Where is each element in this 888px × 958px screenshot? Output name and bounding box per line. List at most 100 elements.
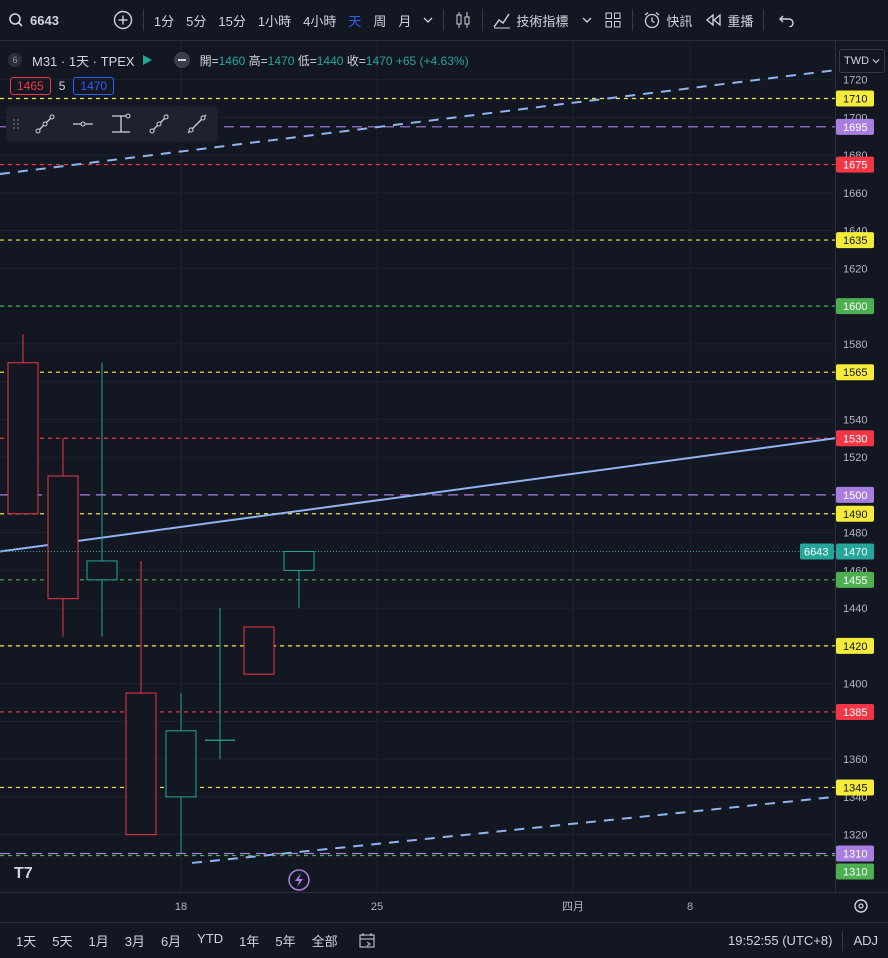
low-label: 低=	[297, 53, 317, 68]
level-badge	[836, 845, 874, 862]
price-tick-label: 1720	[843, 75, 867, 87]
compare-button[interactable]	[107, 0, 139, 40]
range-1[interactable]: 5天	[52, 934, 73, 949]
extended-line-tool[interactable]	[178, 106, 216, 142]
symbol-price-badge-label: 6643	[804, 547, 828, 559]
interval-1[interactable]: 5分	[186, 13, 207, 29]
range-4[interactable]: 6月	[160, 934, 182, 949]
level-badge-label: 1345	[843, 782, 867, 794]
level-badge	[836, 571, 874, 588]
adj-toggle[interactable]: ADJ	[853, 933, 878, 948]
price-tick-label: 1360	[843, 754, 867, 766]
date-range-button[interactable]	[358, 932, 376, 950]
candle	[283, 551, 315, 609]
time-axis-settings-icon[interactable]	[854, 899, 868, 913]
clock-time[interactable]: 19:52:55 (UTC+8)	[728, 933, 833, 948]
level-badge-label: 1600	[843, 301, 867, 313]
flag-icon	[142, 55, 152, 65]
layout-button[interactable]	[598, 0, 628, 40]
trend-line-icon	[35, 114, 55, 134]
candle	[205, 608, 235, 760]
collapse-legend-button[interactable]	[173, 52, 190, 68]
trend-line	[0, 69, 836, 175]
currency-button[interactable]: TWD	[839, 49, 885, 73]
candle-body	[47, 475, 79, 600]
candle-body	[283, 551, 315, 571]
ray-tool[interactable]	[140, 106, 178, 142]
bid-ask-row: 1465 5 1470	[10, 77, 115, 95]
interval-4[interactable]: 4小時	[303, 13, 337, 29]
level-badge-label: 1675	[843, 160, 867, 172]
alerts-button[interactable]: 快訊	[637, 0, 698, 40]
drag-handle[interactable]	[6, 118, 26, 130]
range-5[interactable]: YTD	[197, 931, 224, 946]
time-axis-label: 四月	[562, 901, 584, 913]
level-badge	[836, 430, 874, 447]
undo-button[interactable]	[768, 0, 802, 40]
price-tick-label: 1620	[843, 263, 867, 275]
divider	[842, 930, 844, 951]
range-2[interactable]: 1月	[88, 934, 109, 949]
interval-dropdown[interactable]	[417, 0, 439, 40]
replay-button[interactable]: 重播	[698, 0, 759, 40]
spread-value: 5	[58, 79, 66, 93]
horizontal-line-tool[interactable]	[64, 106, 102, 142]
chart-legend: 6 M31 · 1天 · TPEX 開=1460 高=1470 低=1440 收…	[8, 49, 469, 71]
candle	[165, 693, 197, 854]
level-badge-label: 1490	[843, 509, 867, 521]
price-chart[interactable]: 6643 1470 1720170016801660164016201580154…	[0, 41, 888, 921]
bid-button[interactable]: 1465	[10, 77, 51, 95]
tradingview-logo[interactable]: T7	[14, 865, 33, 882]
lightning-icon[interactable]	[288, 869, 310, 891]
range-6[interactable]: 1年	[239, 934, 260, 949]
indicators-button[interactable]: 技術指標	[487, 0, 598, 40]
replay-label: 重播	[727, 13, 754, 29]
range-7[interactable]: 5年	[275, 934, 296, 949]
level-badge-label: 1635	[843, 235, 867, 247]
candle-body	[243, 626, 275, 675]
last-price-badge-label: 1470	[843, 547, 867, 559]
chart-type-button[interactable]	[448, 0, 478, 40]
indicators-label: 技術指標	[516, 13, 569, 29]
last-price-badge	[836, 543, 874, 560]
interval-6[interactable]: 周	[373, 13, 387, 29]
range-0[interactable]: 1天	[16, 934, 37, 949]
search-icon	[9, 13, 23, 27]
currency-label: TWD	[843, 55, 870, 67]
time-axis-label: 8	[687, 901, 693, 913]
price-tick-label: 1580	[843, 339, 867, 351]
candle-body	[7, 362, 39, 515]
interval-3[interactable]: 1小時	[257, 13, 292, 29]
divider	[632, 9, 634, 31]
divider	[482, 9, 484, 31]
candle-body	[125, 692, 157, 836]
interval-0[interactable]: 1分	[153, 13, 175, 29]
price-axis-badges: 1710 1695 1675 1635 1600 1565 1530 1500 1490 1455…	[836, 90, 874, 880]
trend-line-tool[interactable]	[26, 106, 64, 142]
ray-icon	[149, 114, 169, 134]
price-range-tool[interactable]	[102, 106, 140, 142]
time-axis-label: 18	[175, 901, 187, 913]
grid-horizontal	[0, 79, 835, 836]
time-axis-labels: 18 25 四月 8	[175, 901, 693, 913]
level-badge	[836, 156, 874, 173]
interval-7[interactable]: 月	[398, 13, 412, 29]
level-badge	[836, 637, 874, 654]
price-tick-label: 1440	[843, 603, 867, 615]
interval-5[interactable]: 天	[348, 13, 362, 29]
level-badge-label: 1710	[843, 94, 867, 106]
price-tick-label: 1480	[843, 528, 867, 540]
trend-line	[0, 437, 836, 553]
range-8[interactable]: 全部	[311, 934, 338, 949]
interval-2[interactable]: 15分	[218, 13, 246, 29]
symbol-search[interactable]: 6643	[0, 0, 65, 40]
high-value: 1470	[267, 53, 295, 68]
level-badge-label: 1695	[843, 122, 867, 134]
candle-body	[86, 560, 118, 581]
range-3[interactable]: 3月	[124, 934, 145, 949]
chevron-down-icon	[872, 59, 880, 64]
legend-title[interactable]: M31 · 1天 · TPEX	[32, 53, 135, 69]
low-value: 1440	[316, 53, 344, 68]
ask-button[interactable]: 1470	[73, 77, 115, 95]
level-badge	[836, 779, 874, 796]
